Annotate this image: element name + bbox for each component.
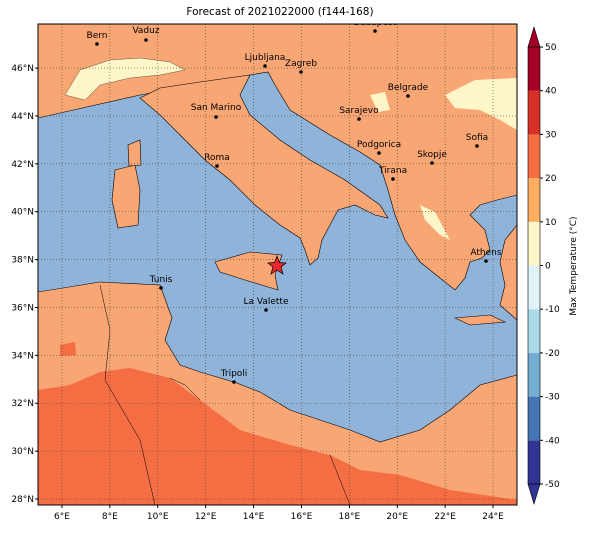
x-tick-label: 20°E	[386, 512, 408, 522]
city-dot	[264, 308, 268, 312]
colorbar-segment	[528, 440, 540, 484]
city-dot	[144, 38, 148, 42]
city-label: Zagreb	[285, 59, 317, 69]
location-star	[267, 255, 287, 275]
sardinia	[111, 164, 141, 229]
colorbar-tick-label: 50	[545, 43, 557, 53]
y-tick-label: 46°N	[11, 64, 34, 74]
city-label: Skopje	[417, 150, 447, 160]
cool-zone	[445, 78, 517, 130]
colorbar-segment	[528, 265, 540, 310]
city-label: Vaduz	[132, 26, 159, 36]
city-dot	[357, 117, 361, 121]
x-tick-label: 10°E	[147, 512, 169, 522]
city-label: Sofia	[466, 133, 488, 143]
city-label: Budapest	[354, 18, 397, 28]
city-dot	[406, 94, 410, 98]
colorbar-extend	[527, 25, 541, 48]
crete	[453, 314, 507, 326]
colorbar-extend	[527, 483, 541, 506]
city-dot	[95, 42, 99, 46]
city-label: Sarajevo	[339, 106, 379, 116]
colorbar-segment	[528, 134, 540, 179]
x-tick-label: 12°E	[195, 512, 217, 522]
colorbar-label: Max Temperature (°C)	[569, 216, 579, 315]
city-label: Podgorica	[357, 140, 401, 150]
corsica	[127, 139, 142, 167]
y-tick-label: 42°N	[11, 160, 34, 170]
colorbar-segment	[528, 47, 540, 91]
colorbar-segment	[528, 90, 540, 135]
city-label: Athens	[470, 248, 501, 258]
colorbar-tick-label: -50	[545, 480, 560, 490]
italy	[139, 74, 389, 266]
map-frame	[37, 23, 518, 506]
city-label: San Marino	[191, 103, 242, 113]
city-dot	[263, 64, 267, 68]
colorbar-tick-label: -10	[545, 305, 560, 315]
x-tick-label: 6°E	[54, 512, 70, 522]
city-label: Tripoli	[220, 369, 248, 379]
city-label: Tirana	[378, 166, 407, 176]
city-label: Bern	[87, 31, 108, 41]
city-dot	[159, 286, 163, 290]
colorbar-segment	[528, 178, 540, 222]
city-dot	[373, 29, 377, 33]
colorbar-tick-label: 20	[545, 174, 557, 184]
city-label: Tunis	[149, 275, 173, 285]
y-tick-label: 28°N	[11, 495, 34, 505]
colorbar-segment	[528, 221, 540, 266]
y-tick-label: 44°N	[11, 112, 34, 122]
axes: 6°E 8°E 10°E 12°E 14°E 16°E 18°E 20°E 22°E 24°E 28…	[11, 64, 504, 522]
y-tick-label: 38°N	[11, 256, 34, 266]
colorbar-tick-label: 0	[545, 262, 551, 272]
city-dot	[299, 70, 303, 74]
city-label: Belgrade	[388, 83, 429, 93]
city-dot	[214, 115, 218, 119]
x-tick-label: 8°E	[102, 512, 118, 522]
colorbar-segment	[528, 352, 540, 397]
cool-zone	[370, 92, 390, 112]
colorbar-tick-label: -40	[545, 436, 560, 446]
city-dot	[475, 144, 479, 148]
warm-zone	[60, 342, 76, 356]
title: Forecast of 2021022000 (f144-168)	[186, 6, 373, 18]
y-tick-label: 34°N	[11, 351, 34, 361]
x-tick-label: 22°E	[434, 512, 456, 522]
city-dot	[215, 164, 219, 168]
city-label: La Valette	[244, 297, 289, 307]
y-tick-label: 36°N	[11, 303, 34, 313]
colorbar-tick-label: 10	[545, 218, 557, 228]
grid	[38, 24, 517, 505]
sicily	[214, 251, 283, 291]
y-tick-label: 40°N	[11, 208, 34, 218]
y-tick-label: 30°N	[11, 447, 34, 457]
x-tick-label: 24°E	[482, 512, 504, 522]
city-dot	[391, 177, 395, 181]
x-tick-label: 16°E	[291, 512, 313, 522]
colorbar-tick-label: -30	[545, 393, 560, 403]
city-dot	[232, 380, 236, 384]
cool-zone	[420, 205, 450, 240]
colorbar: -50 -40 -30 -20 -10 0 10 20 30 40 50	[527, 25, 560, 506]
city-dot	[430, 161, 434, 165]
city-label: Ljubljana	[245, 53, 286, 63]
colorbar-segment	[528, 396, 540, 441]
x-tick-label: 14°E	[243, 512, 265, 522]
y-tick-label: 32°N	[11, 399, 34, 409]
colorbar-tick-label: -20	[545, 349, 560, 359]
colorbar-tick-label: 30	[545, 130, 557, 140]
city-dot	[484, 259, 488, 263]
x-tick-label: 18°E	[339, 512, 361, 522]
cool-zone	[64, 57, 186, 101]
colorbar-segment	[528, 309, 540, 353]
turkey	[499, 224, 517, 321]
border	[99, 284, 351, 505]
city-dot	[377, 151, 381, 155]
colorbar-tick-label: 40	[545, 87, 557, 97]
city-label: Roma	[204, 153, 230, 163]
